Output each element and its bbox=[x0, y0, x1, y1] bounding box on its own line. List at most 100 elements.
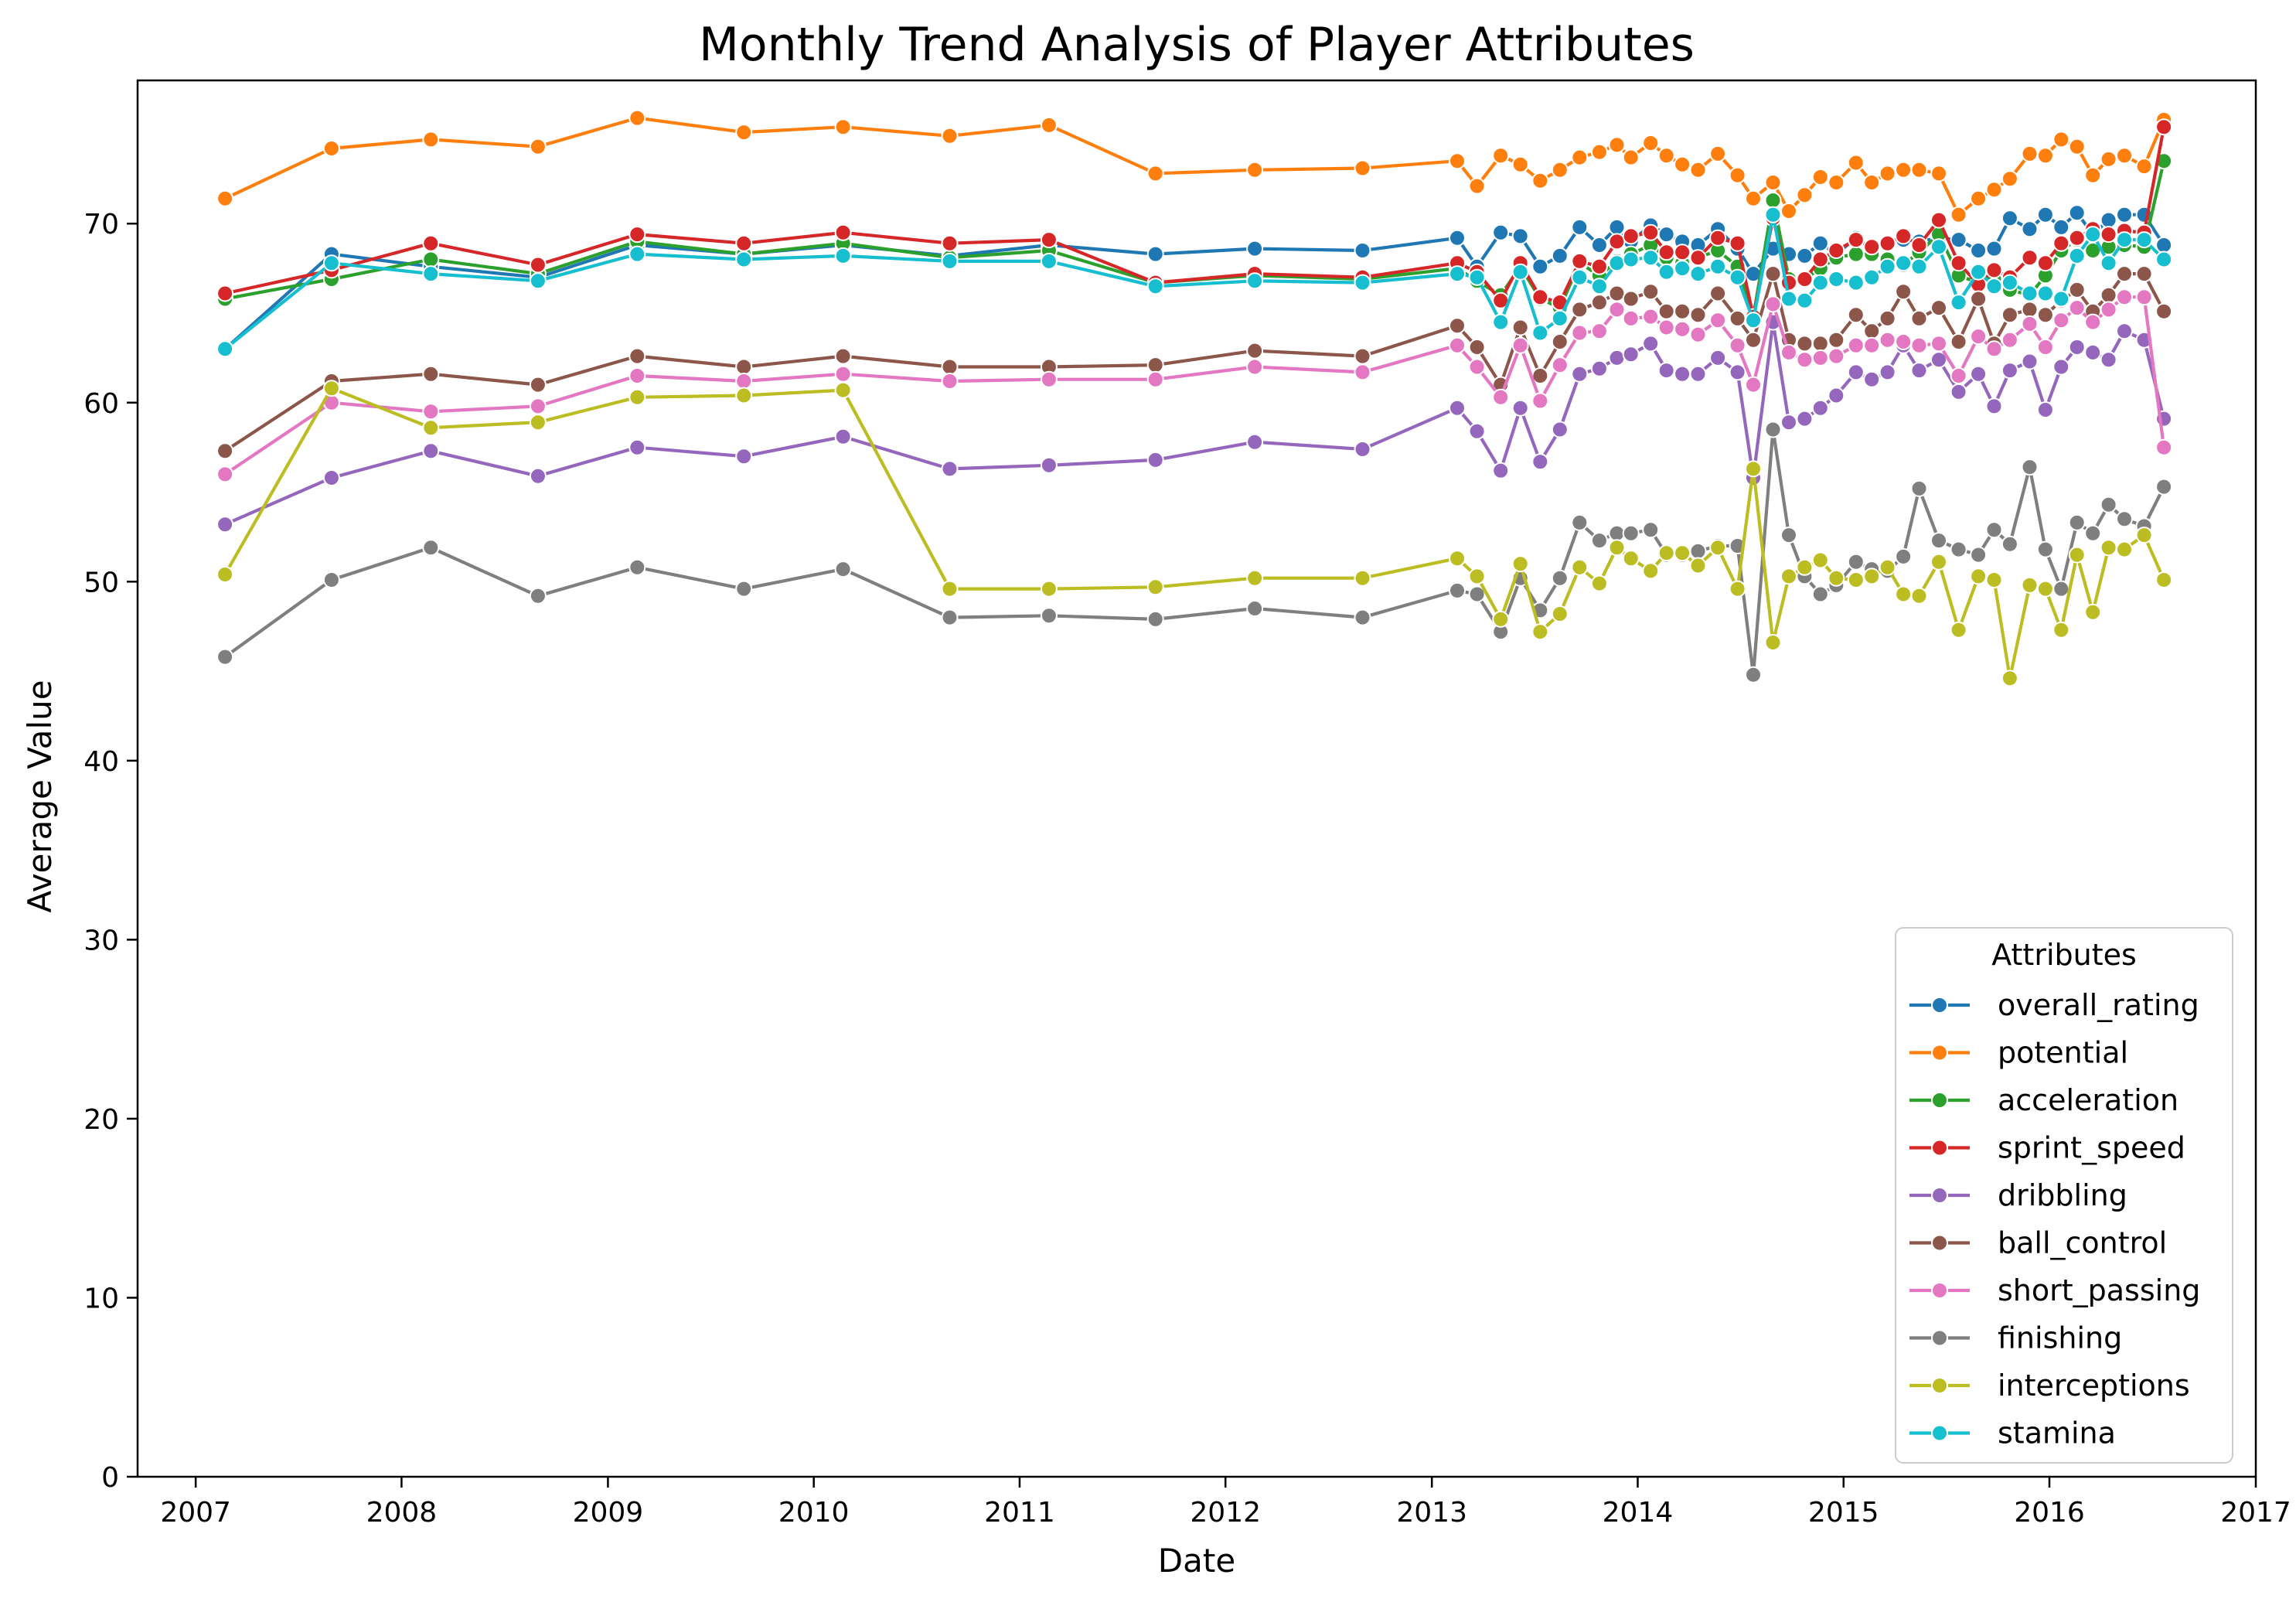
legend-item-potential: potential bbox=[1909, 1036, 2128, 1070]
plot-area: 2007 2008 2009 2010 2011 2012 2013 2014 2015 2016… bbox=[83, 109, 2291, 1529]
data-point-short-passing bbox=[2021, 315, 2039, 332]
data-point-stamina bbox=[2052, 290, 2070, 308]
data-point-potential bbox=[1657, 147, 1675, 165]
data-point-short-passing bbox=[216, 465, 234, 483]
data-point-potential bbox=[1246, 161, 1264, 179]
data-point-finishing bbox=[422, 539, 440, 557]
data-point-stamina bbox=[1745, 312, 1762, 329]
data-point-overall-rating bbox=[1492, 223, 1510, 241]
data-point-ball-control bbox=[1930, 299, 1947, 317]
data-point-interceptions bbox=[2068, 546, 2086, 564]
data-point-ball-control bbox=[834, 347, 852, 365]
data-point-stamina bbox=[1811, 274, 1829, 291]
data-point-overall-rating bbox=[1146, 245, 1164, 263]
data-point-potential bbox=[1950, 206, 1967, 223]
data-point-potential bbox=[1895, 161, 1913, 179]
data-point-short-passing bbox=[1910, 336, 1928, 354]
data-point-dribbling bbox=[1571, 365, 1589, 383]
data-point-dribbling bbox=[1492, 462, 1510, 479]
data-point-stamina bbox=[322, 254, 340, 272]
data-point-overall-rating bbox=[1531, 257, 1549, 275]
data-point-potential bbox=[1689, 161, 1707, 179]
data-point-stamina bbox=[834, 247, 852, 264]
data-point-stamina bbox=[1895, 254, 1913, 272]
data-point-finishing bbox=[1146, 610, 1164, 628]
legend-item-overall-rating: overall_rating bbox=[1909, 988, 2199, 1022]
data-point-short-passing bbox=[1571, 324, 1589, 342]
data-point-sprint-speed bbox=[629, 226, 646, 244]
x-tick-label: 2013 bbox=[1396, 1497, 1467, 1529]
y-tick-label: 30 bbox=[83, 925, 119, 956]
data-point-sprint-speed bbox=[1040, 231, 1058, 249]
data-point-dribbling bbox=[834, 428, 852, 445]
data-point-overall-rating bbox=[1354, 242, 1371, 259]
data-point-short-passing bbox=[1468, 358, 1486, 376]
data-point-short-passing bbox=[1970, 328, 1988, 346]
x-axis-label: Date bbox=[1158, 1542, 1235, 1580]
data-point-short-passing bbox=[1764, 295, 1782, 313]
data-point-finishing bbox=[2068, 513, 2086, 531]
data-point-stamina bbox=[2084, 226, 2102, 244]
data-point-interceptions bbox=[216, 566, 234, 583]
data-point-finishing bbox=[1590, 532, 1608, 550]
x-tick-label: 2012 bbox=[1190, 1497, 1261, 1529]
data-point-sprint-speed bbox=[1674, 244, 1691, 261]
y-axis-label: Average Value bbox=[21, 680, 59, 912]
data-point-sprint-speed bbox=[1863, 238, 1881, 256]
data-point-sprint-speed bbox=[2068, 229, 2086, 247]
data-point-potential bbox=[1551, 161, 1569, 179]
y-tick-label: 50 bbox=[83, 567, 119, 598]
data-point-interceptions bbox=[941, 580, 959, 598]
data-point-overall-rating bbox=[1571, 218, 1589, 236]
data-point-ball-control bbox=[1828, 331, 1845, 349]
data-point-interceptions bbox=[1828, 569, 1845, 587]
data-point-stamina bbox=[1970, 263, 1988, 281]
legend-item-interceptions: interceptions bbox=[1909, 1369, 2190, 1403]
data-point-interceptions bbox=[2036, 580, 2054, 598]
data-point-interceptions bbox=[1571, 558, 1589, 576]
data-point-potential bbox=[2100, 150, 2117, 168]
data-point-finishing bbox=[1642, 521, 1660, 539]
data-point-finishing bbox=[1764, 421, 1782, 438]
data-point-dribbling bbox=[1622, 346, 1640, 363]
data-point-stamina bbox=[1622, 251, 1640, 268]
data-point-interceptions bbox=[1780, 568, 1797, 585]
data-point-short-passing bbox=[1863, 336, 1881, 354]
data-point-dribbling bbox=[1863, 370, 1881, 388]
data-point-interceptions bbox=[1689, 557, 1707, 574]
data-point-interceptions bbox=[1642, 562, 1660, 580]
data-point-short-passing bbox=[1811, 349, 1829, 366]
data-point-short-passing bbox=[2036, 339, 2054, 356]
data-point-dribbling bbox=[1847, 363, 1865, 381]
data-point-finishing bbox=[1354, 608, 1371, 626]
data-point-acceleration bbox=[1847, 245, 1865, 263]
data-point-ball-control bbox=[1246, 342, 1264, 360]
y-tick-label: 70 bbox=[83, 209, 119, 240]
data-point-stamina bbox=[1879, 257, 1896, 275]
data-point-overall-rating bbox=[1590, 237, 1608, 254]
data-point-finishing bbox=[1689, 542, 1707, 560]
data-point-overall-rating bbox=[1511, 227, 1529, 245]
data-point-interceptions bbox=[1531, 623, 1549, 641]
data-point-ball-control bbox=[1657, 302, 1675, 320]
data-point-acceleration bbox=[422, 251, 440, 268]
legend-label-interceptions: interceptions bbox=[1998, 1369, 2190, 1403]
data-point-dribbling bbox=[2021, 353, 2039, 370]
legend-label-ball-control: ball_control bbox=[1998, 1226, 2167, 1260]
data-point-stamina bbox=[1780, 290, 1797, 308]
data-point-sprint-speed bbox=[1950, 254, 1967, 272]
data-point-potential bbox=[1729, 166, 1746, 184]
data-point-interceptions bbox=[1811, 551, 1829, 569]
data-point-sprint-speed bbox=[1608, 233, 1626, 251]
data-point-dribbling bbox=[1709, 349, 1727, 366]
data-point-dribbling bbox=[1985, 397, 2003, 415]
data-point-dribbling bbox=[1354, 441, 1371, 458]
data-point-potential bbox=[216, 189, 234, 207]
legend-marker-potential bbox=[1931, 1044, 1948, 1062]
data-point-dribbling bbox=[1828, 387, 1845, 404]
x-tick-label: 2008 bbox=[366, 1497, 438, 1529]
data-point-interceptions bbox=[1657, 544, 1675, 562]
data-point-ball-control bbox=[1895, 283, 1913, 301]
data-point-sprint-speed bbox=[1571, 252, 1589, 270]
data-point-finishing bbox=[1985, 521, 2003, 539]
